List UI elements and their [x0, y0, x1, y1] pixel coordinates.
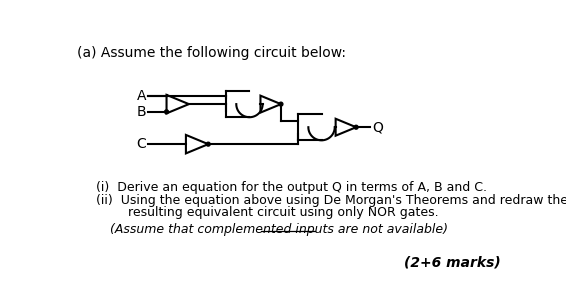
- Text: A: A: [136, 89, 146, 103]
- Text: (a) Assume the following circuit below:: (a) Assume the following circuit below:: [77, 45, 346, 60]
- Circle shape: [279, 102, 283, 106]
- Text: (Assume that complemented inputs are not available): (Assume that complemented inputs are not…: [109, 223, 448, 236]
- Text: B: B: [136, 105, 146, 119]
- Text: Q: Q: [372, 120, 383, 134]
- Text: resulting equivalent circuit using only NOR gates.: resulting equivalent circuit using only …: [96, 206, 438, 219]
- Circle shape: [165, 110, 169, 114]
- Text: (ii)  Using the equation above using De Morgan's Theorems and redraw the: (ii) Using the equation above using De M…: [96, 194, 566, 207]
- Circle shape: [206, 142, 210, 146]
- Text: C: C: [136, 137, 146, 151]
- Circle shape: [354, 125, 358, 129]
- Text: (i)  Derive an equation for the output Q in terms of A, B and C.: (i) Derive an equation for the output Q …: [96, 181, 487, 194]
- Text: (2+6 marks): (2+6 marks): [404, 256, 501, 270]
